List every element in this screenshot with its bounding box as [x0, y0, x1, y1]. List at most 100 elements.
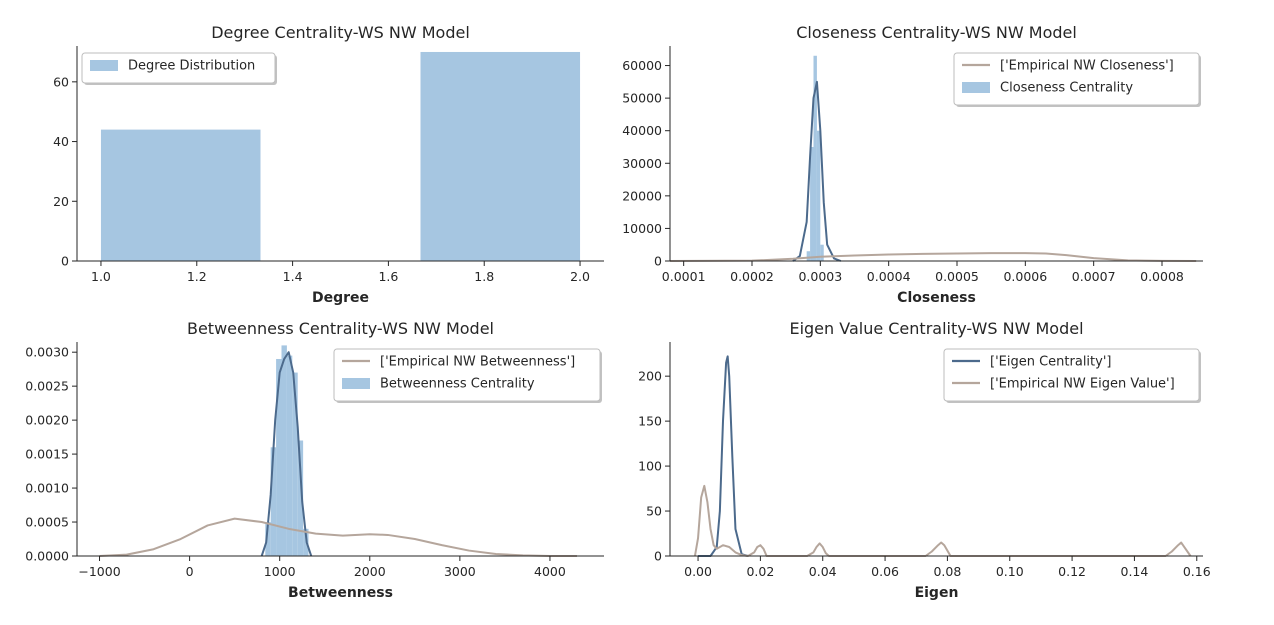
degree-xtick-label-1: 1.2 — [187, 269, 207, 284]
eigen-title: Eigen Value Centrality-WS NW Model — [789, 319, 1083, 338]
degree-xtick-label-2: 1.4 — [283, 269, 303, 284]
betweenness-ytick-label-6: 0.0030 — [25, 345, 69, 360]
eigen-legend-label-1: ['Empirical NW Eigen Value'] — [990, 377, 1175, 392]
betweenness-xtick-label-2: 1000 — [264, 564, 296, 579]
degree-ytick-label-1: 20 — [53, 194, 69, 209]
closeness-legend-swatch-1 — [962, 82, 990, 93]
closeness-xtick-label-2: 0.0003 — [798, 269, 842, 284]
closeness-bar-2 — [813, 55, 817, 261]
degree-xtick-label-3: 1.6 — [378, 269, 398, 284]
eigen-xtick-label-3: 0.06 — [871, 564, 899, 579]
betweenness-line-1 — [99, 517, 577, 557]
betweenness-ytick-label-4: 0.0020 — [25, 413, 69, 428]
closeness-xlabel: Closeness — [897, 290, 976, 306]
degree-bar-0 — [100, 129, 261, 261]
closeness-bar-0 — [806, 251, 811, 261]
betweenness-bar-1 — [270, 447, 277, 556]
eigen-ytick-label-1: 50 — [646, 504, 662, 519]
betweenness-line-0 — [260, 351, 313, 557]
closeness-bar-4 — [820, 244, 824, 261]
degree-chart: Degree Centrality-WS NW Model 1.0 1.2 1.4 1.… — [53, 23, 604, 306]
betweenness-bar-2 — [276, 358, 282, 556]
betweenness-bar-6 — [297, 440, 304, 556]
betweenness-bar-0 — [265, 522, 271, 556]
eigen-ytick-label-3: 150 — [638, 414, 662, 429]
eigen-legend: ['Eigen Centrality'] ['Empirical NW Eigen… — [943, 348, 1201, 403]
closeness-ytick-label-0: 0 — [654, 254, 662, 269]
betweenness-xtick-label-3: 2000 — [354, 564, 386, 579]
betweenness-bar-5 — [292, 372, 298, 556]
eigen-ytick-label-0: 0 — [654, 549, 662, 564]
closeness-ytick-label-3: 30000 — [622, 156, 662, 171]
closeness-legend-label-1: Closeness Centrality — [1000, 81, 1133, 96]
betweenness-ytick-label-5: 0.0025 — [25, 379, 69, 394]
closeness-ytick-label-1: 10000 — [622, 221, 662, 236]
eigen-xtick-label-6: 0.12 — [1058, 564, 1086, 579]
betweenness-legend-box — [333, 348, 601, 402]
degree-title: Degree Centrality-WS NW Model — [211, 23, 470, 42]
betweenness-title: Betweenness Centrality-WS NW Model — [187, 319, 494, 338]
eigen-xtick-label-4: 0.08 — [933, 564, 961, 579]
closeness-xtick-label-0: 0.0001 — [662, 269, 706, 284]
betweenness-xtick-label-0: −1000 — [78, 564, 120, 579]
eigen-xlabel: Eigen — [915, 585, 959, 601]
eigen-legend-label-0: ['Eigen Centrality'] — [990, 355, 1111, 370]
degree-ytick-label-2: 40 — [53, 134, 69, 149]
closeness-chart: Closeness Centrality-WS NW Model 0.0001 0.… — [622, 23, 1203, 306]
degree-legend-label-0: Degree Distribution — [128, 59, 255, 74]
eigen-ytick-label-4: 200 — [638, 369, 662, 384]
eigen-line-0 — [698, 355, 749, 557]
closeness-xtick-label-1: 0.0002 — [730, 269, 774, 284]
closeness-legend-box — [953, 52, 1200, 106]
betweenness-chart: Betweenness Centrality-WS NW Model −1000 0… — [25, 319, 604, 601]
closeness-bar-3 — [816, 130, 821, 261]
betweenness-ytick-label-2: 0.0010 — [25, 481, 69, 496]
degree-xtick-label-5: 2.0 — [570, 269, 590, 284]
closeness-xtick-label-4: 0.0005 — [935, 269, 979, 284]
betweenness-xtick-label-5: 4000 — [534, 564, 566, 579]
degree-xtick-label-4: 1.8 — [474, 269, 494, 284]
degree-xtick-label-0: 1.0 — [91, 269, 111, 284]
degree-ytick-label-0: 0 — [61, 254, 69, 269]
degree-legend-box — [81, 52, 276, 84]
closeness-xtick-label-3: 0.0004 — [867, 269, 911, 284]
eigen-xtick-label-5: 0.10 — [996, 564, 1024, 579]
closeness-line-0 — [792, 80, 842, 262]
closeness-xtick-label-6: 0.0007 — [1072, 269, 1116, 284]
betweenness-legend-label-1: Betweenness Centrality — [380, 377, 535, 392]
eigen-xtick-label-0: 0.00 — [684, 564, 712, 579]
eigen-xtick-label-7: 0.14 — [1121, 564, 1149, 579]
betweenness-bar-3 — [281, 345, 287, 556]
betweenness-xtick-label-1: 0 — [186, 564, 194, 579]
betweenness-ytick-label-0: 0.0000 — [25, 549, 69, 564]
betweenness-xtick-label-4: 3000 — [444, 564, 476, 579]
eigen-ytick-label-2: 100 — [638, 459, 662, 474]
betweenness-legend-label-0: ['Empirical NW Betweenness'] — [380, 355, 575, 370]
eigen-chart: Eigen Value Centrality-WS NW Model 0.00 0.… — [638, 319, 1211, 601]
degree-xlabel: Degree — [312, 290, 369, 306]
eigen-legend-box — [943, 348, 1200, 402]
degree-ytick-label-3: 60 — [53, 74, 69, 89]
closeness-ytick-label-2: 20000 — [622, 188, 662, 203]
betweenness-bar-4 — [286, 355, 293, 556]
closeness-xtick-label-5: 0.0006 — [1003, 269, 1047, 284]
degree-bar-2 — [420, 51, 581, 261]
closeness-ytick-label-4: 40000 — [622, 123, 662, 138]
betweenness-ytick-label-3: 0.0015 — [25, 447, 69, 462]
closeness-ytick-label-5: 50000 — [622, 91, 662, 106]
closeness-title: Closeness Centrality-WS NW Model — [796, 23, 1077, 42]
betweenness-legend: ['Empirical NW Betweenness'] Betweenness … — [333, 348, 602, 403]
closeness-ytick-label-6: 60000 — [622, 58, 662, 73]
closeness-line-1 — [669, 252, 1197, 262]
closeness-bar-1 — [810, 146, 814, 261]
betweenness-legend-swatch-1 — [342, 378, 370, 389]
closeness-xtick-label-7: 0.0008 — [1140, 269, 1184, 284]
eigen-xtick-label-1: 0.02 — [746, 564, 774, 579]
eigen-xtick-label-8: 0.16 — [1183, 564, 1211, 579]
closeness-legend: ['Empirical NW Closeness'] Closeness Cent… — [953, 52, 1201, 107]
closeness-legend-label-0: ['Empirical NW Closeness'] — [1000, 59, 1174, 74]
betweenness-ytick-label-1: 0.0005 — [25, 515, 69, 530]
degree-legend: Degree Distribution — [81, 52, 277, 85]
degree-legend-swatch-0 — [90, 60, 118, 71]
